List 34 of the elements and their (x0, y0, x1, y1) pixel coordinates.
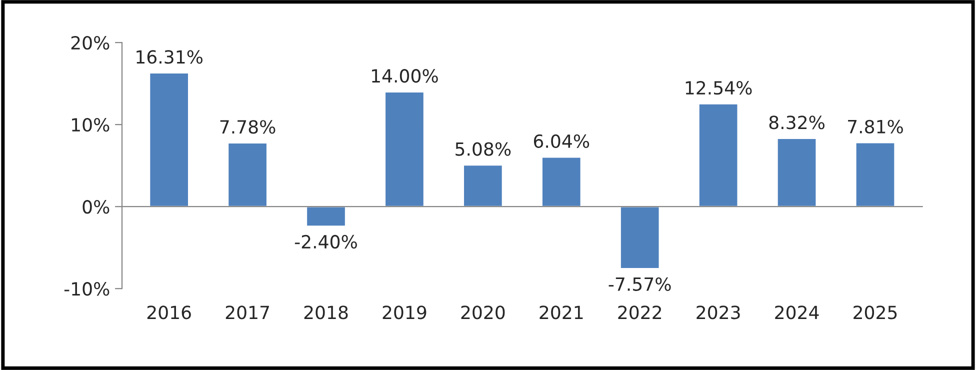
data-label: 5.08% (456, 142, 511, 156)
bar (306, 206, 346, 227)
x-tick-label: 2025 (854, 306, 897, 320)
data-label: -7.57% (608, 277, 671, 291)
data-label: 7.78% (220, 120, 276, 134)
data-label: 8.32% (769, 116, 824, 130)
y-tick-label: 20% (71, 36, 110, 50)
data-label: 7.81% (848, 120, 903, 134)
bar (541, 156, 582, 208)
x-tick-label: 2023 (696, 306, 740, 320)
bar (384, 91, 425, 208)
data-label: 14.00% (372, 69, 438, 83)
x-tick-label: 2018 (304, 306, 348, 320)
data-label: 16.31% (136, 50, 203, 64)
data-label: 6.04% (534, 134, 590, 148)
bar (462, 164, 504, 208)
data-label: -2.40% (294, 234, 357, 249)
x-tick-label: 2021 (540, 306, 583, 320)
x-tick-label: 2024 (775, 306, 819, 320)
x-tick-label: 2019 (382, 306, 426, 320)
x-tick-label: 2022 (618, 306, 662, 320)
bar (227, 142, 268, 208)
x-tick-label: 2020 (461, 306, 505, 320)
data-label: 12.54% (686, 81, 752, 95)
y-tick-label: -10% (64, 282, 110, 296)
x-tick-label: 2016 (147, 306, 191, 320)
y-tick-label: 0% (82, 200, 110, 214)
bar (776, 138, 818, 208)
bar (854, 142, 896, 208)
bar (620, 206, 660, 270)
bar (148, 72, 190, 208)
x-tick-label: 2017 (226, 306, 269, 320)
bar (698, 103, 739, 208)
y-tick-label: 10% (72, 118, 110, 132)
